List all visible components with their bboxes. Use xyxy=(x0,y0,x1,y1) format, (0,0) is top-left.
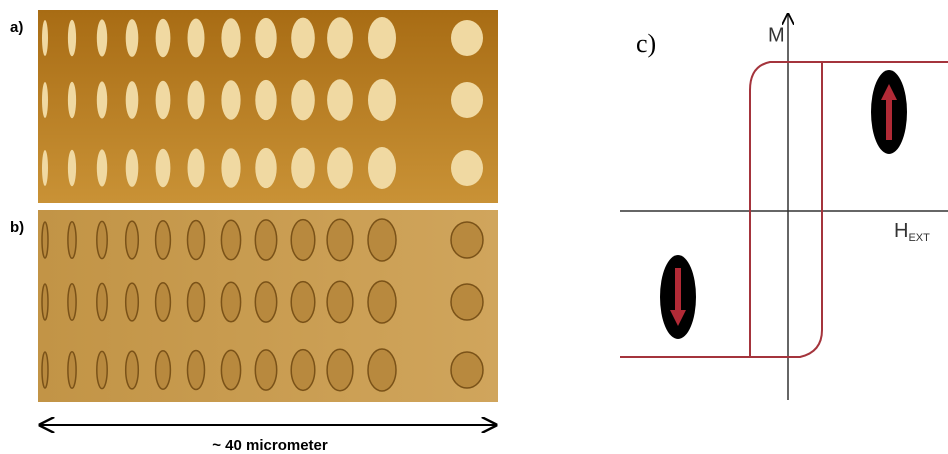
dot xyxy=(97,19,107,56)
dot xyxy=(68,20,76,57)
dot xyxy=(42,222,48,258)
dot xyxy=(68,222,76,259)
dot xyxy=(126,351,139,389)
dot xyxy=(97,283,107,320)
dot xyxy=(221,282,240,322)
figure: a) b) ~ 40 micrometer c) M HEXT xyxy=(0,0,948,454)
dot xyxy=(221,220,240,260)
dot xyxy=(126,19,139,57)
dot xyxy=(255,282,276,322)
dot xyxy=(327,147,353,188)
dot xyxy=(97,81,107,118)
dot xyxy=(221,350,240,390)
dot xyxy=(97,351,107,388)
dot xyxy=(368,79,396,121)
panel-label: a) xyxy=(10,19,23,36)
dot xyxy=(327,349,353,390)
dot xyxy=(126,81,139,119)
dot xyxy=(221,80,240,120)
panel-label: c) xyxy=(636,29,656,58)
dot xyxy=(291,148,315,189)
dot xyxy=(188,81,205,120)
dot xyxy=(188,351,205,390)
dot xyxy=(156,149,171,187)
dot xyxy=(327,281,353,322)
dot xyxy=(68,352,76,389)
scale-label: ~ 40 micrometer xyxy=(212,437,328,454)
dot xyxy=(42,82,48,118)
dot xyxy=(451,352,483,388)
dot xyxy=(156,351,171,389)
dot xyxy=(156,221,171,259)
dot xyxy=(451,222,483,258)
dot xyxy=(327,219,353,260)
dot xyxy=(188,19,205,58)
dot xyxy=(221,18,240,58)
dot xyxy=(68,150,76,187)
dot xyxy=(156,81,171,119)
dot xyxy=(451,150,483,186)
dot xyxy=(291,18,315,59)
y-axis-label: M xyxy=(768,24,785,46)
dot xyxy=(291,220,315,261)
dot xyxy=(291,350,315,391)
dot xyxy=(368,219,396,261)
dot xyxy=(42,352,48,388)
dot xyxy=(451,82,483,118)
dot xyxy=(221,148,240,188)
dot xyxy=(188,149,205,188)
dot xyxy=(327,79,353,120)
dot xyxy=(255,18,276,58)
dot xyxy=(368,17,396,59)
dot xyxy=(451,20,483,56)
panel-label: b) xyxy=(10,219,24,236)
dot xyxy=(291,282,315,323)
dot xyxy=(255,80,276,120)
dot xyxy=(368,349,396,391)
dot xyxy=(126,283,139,321)
dot xyxy=(42,150,48,186)
dot xyxy=(188,283,205,322)
dot xyxy=(255,220,276,260)
x-axis-subscript: EXT xyxy=(908,232,930,244)
dot xyxy=(97,149,107,186)
dot xyxy=(451,284,483,320)
x-axis-label: HEXT xyxy=(894,220,930,244)
dot xyxy=(97,221,107,258)
x-axis-label-main: H xyxy=(894,220,908,242)
dot xyxy=(327,17,353,58)
dot xyxy=(291,80,315,121)
dot xyxy=(255,148,276,188)
dot xyxy=(368,281,396,323)
dot xyxy=(188,221,205,260)
dot xyxy=(156,283,171,321)
dot xyxy=(68,284,76,321)
dot xyxy=(42,284,48,320)
dot xyxy=(255,350,276,390)
dot xyxy=(126,149,139,187)
dot xyxy=(126,221,139,259)
dot xyxy=(68,82,76,119)
dot xyxy=(368,147,396,189)
dot xyxy=(156,19,171,57)
dot xyxy=(42,20,48,56)
